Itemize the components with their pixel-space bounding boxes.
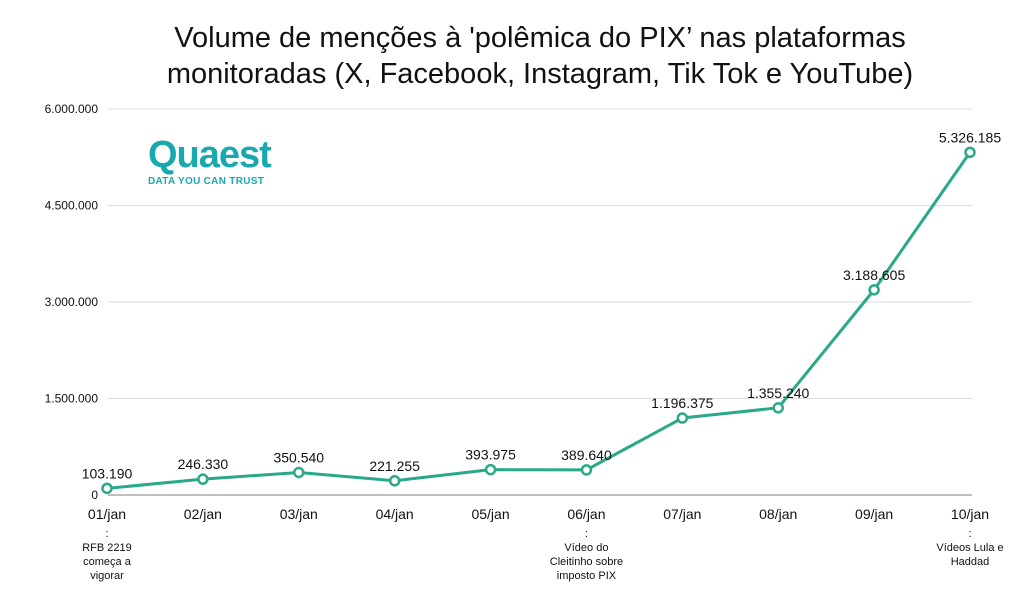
y-tick-label: 6.000.000 — [45, 102, 99, 116]
data-point — [676, 412, 689, 424]
data-label: 3.188.605 — [843, 267, 905, 283]
data-label: 5.326.185 — [939, 129, 1001, 145]
x-annotation-line: Vídeos Lula e — [936, 542, 1003, 554]
x-annotation-line: RFB 2219 — [82, 542, 132, 554]
x-tick-label: 07/jan — [663, 506, 701, 522]
x-tick-label: 02/jan — [184, 506, 222, 522]
y-tick-label: 0 — [91, 488, 98, 502]
data-point — [964, 146, 976, 159]
data-point — [772, 402, 784, 414]
data-point — [580, 464, 593, 476]
x-tick-label: 08/jan — [759, 506, 797, 522]
x-annotation-line: : — [105, 528, 108, 540]
y-tick-label: 1.500.000 — [45, 392, 99, 406]
x-annotation-line: vigorar — [90, 570, 124, 582]
x-annotation-line: começa a — [83, 556, 132, 568]
data-label: 1.355.240 — [747, 385, 809, 401]
data-point — [484, 463, 497, 476]
x-tick-label: 03/jan — [280, 506, 318, 522]
x-tick-label: 09/jan — [855, 506, 893, 522]
data-point — [101, 482, 113, 495]
x-annotation-line: : — [968, 528, 971, 540]
x-annotation-line: Cleitinho sobre — [550, 556, 623, 568]
x-tick-label: 10/jan — [951, 506, 989, 522]
data-label: 221.255 — [369, 458, 420, 474]
x-tick-label: 06/jan — [567, 506, 605, 522]
data-label: 246.330 — [178, 456, 229, 472]
chart-title: Volume de menções à 'polêmica do PIX’ na… — [0, 20, 1024, 92]
chart-title-line: Volume de menções à 'polêmica do PIX’ na… — [174, 22, 906, 54]
data-label: 389.640 — [561, 447, 612, 463]
x-tick-label: 04/jan — [376, 506, 414, 522]
x-annotation-line: : — [585, 528, 588, 540]
data-label: 393.975 — [465, 447, 516, 463]
logo-wordmark: Quaest — [148, 134, 272, 176]
data-label: 103.190 — [82, 465, 133, 481]
data-point — [388, 475, 401, 487]
y-tick-label: 3.000.000 — [45, 295, 99, 309]
chart-title-line: monitoradas (X, Facebook, Instagram, Tik… — [166, 58, 914, 90]
x-annotation-line: Vídeo do — [564, 542, 608, 554]
x-annotation-line: imposto PIX — [557, 570, 617, 582]
data-label: 1.196.375 — [651, 395, 713, 411]
quaest-logo: Quaest DATA YOU CAN TRUST — [148, 134, 272, 187]
x-tick-label: 01/jan — [88, 506, 126, 522]
data-point — [868, 284, 880, 296]
logo-tagline: DATA YOU CAN TRUST — [148, 176, 265, 187]
y-tick-label: 4.500.000 — [45, 199, 99, 213]
series-line — [106, 151, 972, 490]
data-point — [197, 473, 209, 485]
data-label: 350.540 — [273, 449, 324, 465]
data-point — [293, 466, 305, 479]
x-tick-label: 05/jan — [471, 506, 509, 522]
x-annotation-line: Haddad — [951, 556, 990, 568]
